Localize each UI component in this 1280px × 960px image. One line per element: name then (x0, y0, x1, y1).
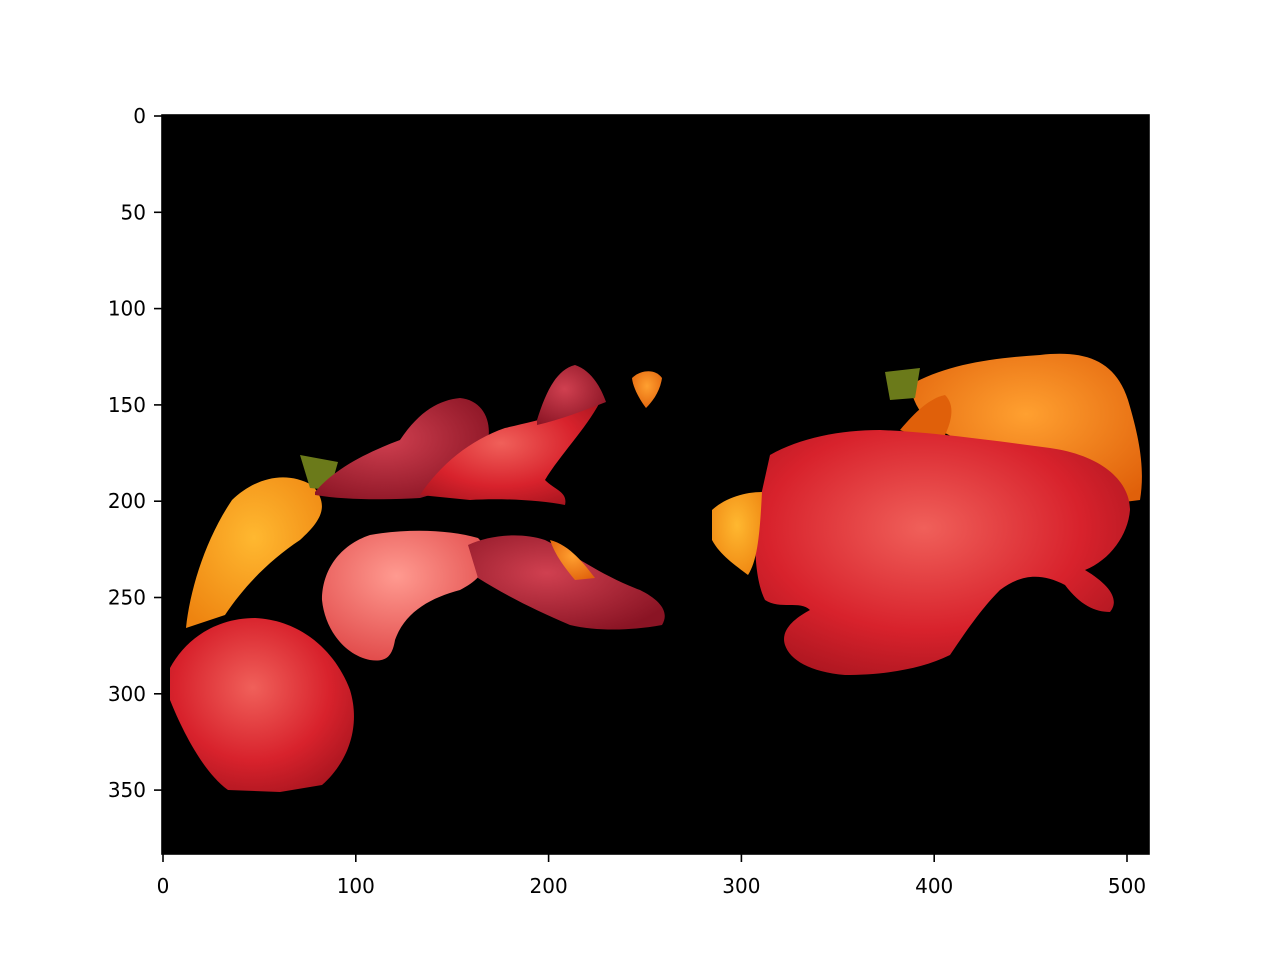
axes-frame (161, 114, 1150, 855)
x-tick-label: 300 (722, 874, 760, 898)
green-stem-right (885, 368, 920, 400)
image-area (162, 115, 1149, 854)
red-pepper-right-large (755, 430, 1130, 675)
x-tick-label: 500 (1108, 874, 1146, 898)
dark-red-pepper-center (468, 535, 665, 630)
y-axis: 0 50 100 150 200 250 300 350 (108, 104, 162, 802)
small-orange-fragment (632, 371, 662, 408)
orange-tip-center (550, 540, 595, 580)
y-tick-label: 350 (108, 778, 146, 802)
dark-red-pepper-top-piece (537, 365, 606, 425)
y-tick-label: 100 (108, 297, 146, 321)
y-tick-label: 300 (108, 682, 146, 706)
y-tick-label: 200 (108, 489, 146, 513)
x-axis: 0 100 200 300 400 500 (157, 854, 1146, 898)
red-pepper-bottom-left (170, 618, 354, 792)
red-pepper-top-center (420, 402, 600, 505)
yellow-pepper-left (186, 477, 322, 628)
orange-stem-right (900, 395, 952, 437)
x-tick-label: 0 (157, 874, 170, 898)
light-red-pepper-center (322, 530, 488, 661)
y-tick-label: 0 (133, 104, 146, 128)
x-tick-label: 200 (530, 874, 568, 898)
orange-piece-right (712, 492, 762, 575)
x-tick-label: 100 (337, 874, 375, 898)
y-tick-label: 50 (121, 200, 146, 224)
x-tick-label: 400 (915, 874, 953, 898)
y-tick-label: 250 (108, 586, 146, 610)
y-tick-label: 150 (108, 393, 146, 417)
